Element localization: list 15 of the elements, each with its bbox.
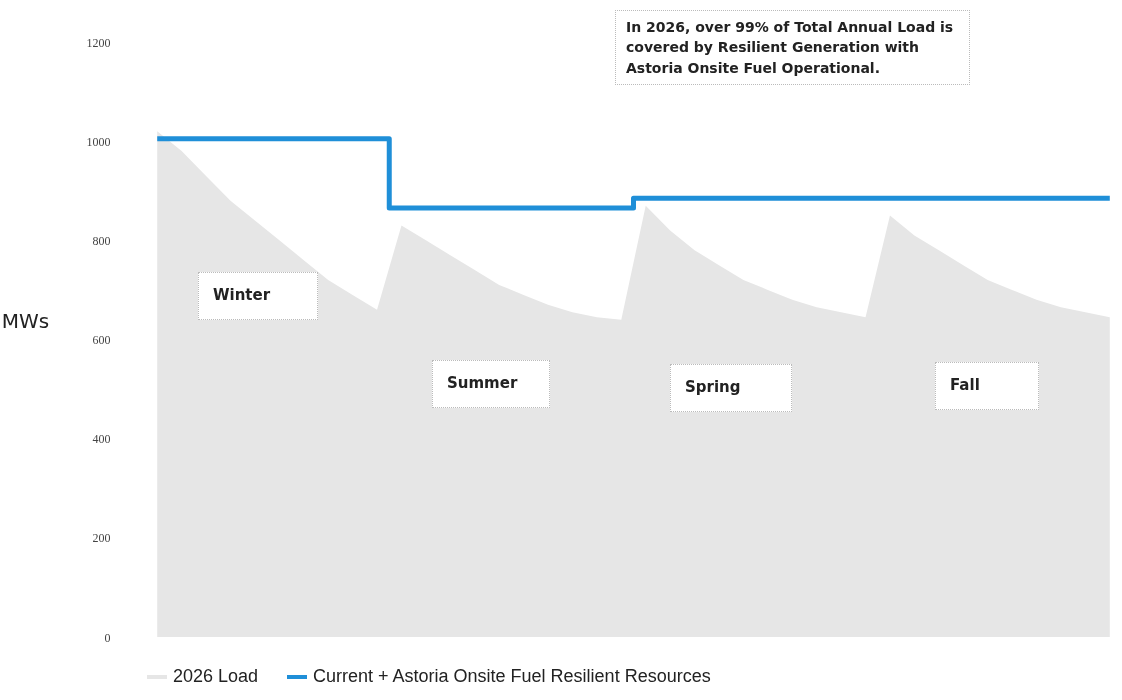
legend-label: 2026 Load (173, 666, 259, 686)
legend-label: Current + Astoria Onsite Fuel Resilient Resources (313, 666, 711, 686)
y-tick-label: 400 (92, 432, 111, 447)
y-tick-label: 0 (104, 630, 111, 645)
y-tick-label: 1000 (86, 134, 111, 149)
text-box: In 2026, over 99% of Total Annual Load is covered by Resilient Generation with Astoria Onsite Fuel Operational. (615, 10, 970, 85)
y-axis-title: MWs (1, 309, 50, 333)
y-tick-label: 200 (92, 531, 111, 546)
text-box: Spring (670, 364, 792, 412)
text-box: Fall (935, 362, 1039, 410)
y-tick-label: 800 (92, 233, 111, 248)
text-box: Winter (198, 272, 318, 320)
y-tick-label: 1200 (86, 35, 111, 50)
text-box: Summer (432, 360, 550, 408)
y-tick-label: 600 (92, 333, 111, 347)
